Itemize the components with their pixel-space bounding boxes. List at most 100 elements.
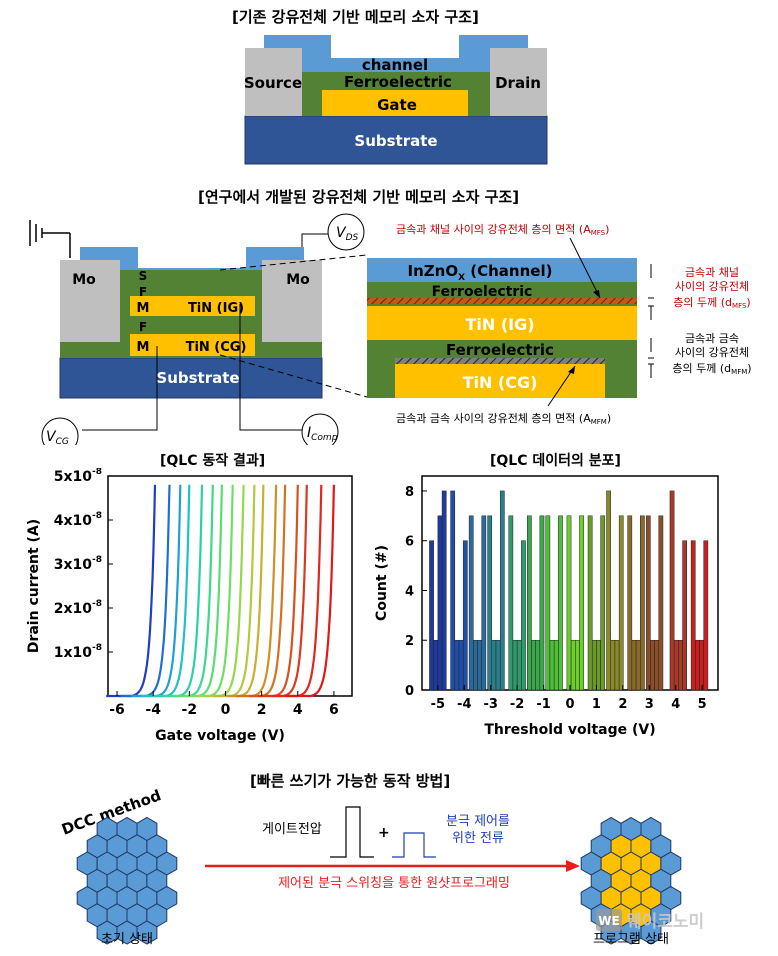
hex-cell [136, 920, 158, 945]
x-tick-label: 4 [671, 697, 680, 712]
icomp-label: IComp [307, 425, 338, 443]
distribution-bar [645, 515, 651, 691]
qlc-distribution-chart: -5 -4 -3 -2 -1 0 1 2 3 4 5 0 2 4 6 8 Threshold voltage (… [374, 475, 719, 738]
x-tick-label: 2 [257, 702, 267, 718]
distribution-bar [558, 515, 563, 691]
distribution-bar [627, 515, 633, 691]
distribution-bar [575, 639, 580, 691]
distribution-bar [579, 515, 584, 691]
tin-cg-label: TiN (CG) [186, 340, 247, 355]
initial-state-label: 초기 상태 [101, 932, 153, 947]
distribution-bar [508, 515, 514, 691]
watermark-icon-text: WE [598, 914, 619, 928]
distribution-bar [669, 490, 675, 691]
developed-device-diagram: Mo Mo S F M F M TiN (IG) TiN (CG) Substr… [29, 213, 752, 445]
y-tick-label: 5x10-8 [54, 468, 102, 485]
gate-layer [322, 90, 468, 116]
drain-block [490, 48, 547, 116]
plus-label: + [378, 825, 390, 841]
distribution-bar [487, 515, 493, 691]
x-tick-label: 2 [618, 697, 627, 712]
mo-left-label: Mo [72, 272, 96, 288]
y-tick-label: 2x10-8 [54, 599, 102, 617]
iv-curve [183, 484, 234, 698]
iv-curve [120, 484, 171, 698]
zoom-tin-ig-layer [367, 306, 637, 340]
annot-amfm-arrowhead [568, 366, 575, 374]
y-tick-label: 4 [405, 584, 414, 599]
section1-title: [기존 강유전체 기반 메모리 소자 구조] [232, 8, 479, 26]
distribution-bar [468, 515, 474, 691]
qlc-iv-chart: -6 -4 -2 0 2 4 6 1x10-8 2x10-8 3x10-8 4x10-8 5x10-8… [26, 468, 353, 744]
distribution-bar [650, 639, 655, 691]
x-axis-label: Threshold voltage (V) [484, 722, 655, 738]
annot-dmfs-1: 금속과 채널 [685, 266, 739, 279]
gate-pulse-icon [330, 806, 374, 858]
distribution-bar [610, 639, 616, 691]
tin-ig-label: TiN (IG) [188, 301, 244, 316]
distribution-bar [695, 639, 700, 691]
distribution-bar [658, 515, 664, 691]
annot-dmfm-2: 사이의 강유전체 [675, 346, 749, 359]
x-tick-label: 5 [698, 697, 707, 712]
x-tick-label: 3 [645, 697, 654, 712]
distribution-bar [512, 639, 518, 691]
current-pulse-icon [392, 832, 436, 858]
distribution-bar [531, 639, 536, 691]
mo-left-block [60, 260, 120, 342]
x-tick-label: -5 [431, 697, 445, 712]
x-tick-label: -2 [510, 697, 524, 712]
watermark: WE 웨이코노미 [596, 909, 704, 932]
f-label-1: F [139, 285, 147, 299]
distribution-bar [635, 639, 641, 691]
pol-label-1: 분극 제어를 [446, 814, 510, 829]
distribution-bar [450, 490, 456, 691]
x-tick-label: 0 [565, 697, 574, 712]
distribution-bar [703, 540, 709, 691]
distribution-bar [549, 639, 555, 691]
distribution-bar [462, 540, 468, 691]
drain-label: Drain [495, 74, 541, 92]
dmfs-bracket [648, 264, 654, 320]
distribution-bar [545, 515, 551, 691]
distribution-bar [495, 639, 501, 691]
annot-dmfs-2: 사이의 강유전체 [675, 280, 749, 293]
annot-amfm: 금속과 금속 사이의 강유전체 층의 면적 (AMFM) [396, 412, 611, 426]
distribution-bar [535, 639, 541, 691]
distribution-bar [682, 540, 688, 691]
distribution-bar [673, 639, 679, 691]
x-axis-label: Gate voltage (V) [155, 728, 285, 744]
x-tick-label: 4 [293, 702, 303, 718]
programmed-state-hexgrid [580, 816, 682, 945]
distribution-bar [596, 639, 601, 691]
zoom-line-top [219, 254, 368, 271]
x-tick-label: -4 [457, 697, 471, 712]
distribution-bar [618, 515, 624, 691]
icomp-terminal [301, 413, 339, 445]
mo-right-label: Mo [286, 272, 310, 288]
distribution-bar [516, 639, 522, 691]
ferroelectric-label: Ferroelectric [344, 73, 452, 91]
distribution-bar [454, 639, 460, 691]
channel-layer [264, 35, 528, 72]
annot-dmfm-1: 금속과 금속 [685, 332, 739, 345]
mo-right-block [262, 260, 322, 342]
s-label: S [139, 269, 148, 283]
distribution-bar [477, 639, 482, 691]
distribution-bar [437, 515, 443, 691]
distribution-bar [587, 515, 593, 691]
distribution-bar [539, 515, 545, 691]
x-tick-label: 6 [329, 702, 339, 718]
x-tick-label: -4 [145, 702, 161, 718]
conventional-device-diagram: channel Source Drain Ferroelectric Gate … [244, 35, 548, 165]
y-tick-label: 1x10-8 [54, 643, 102, 661]
iv-curve [285, 484, 335, 698]
x-tick-label: 1 [592, 697, 601, 712]
distribution-bar [429, 540, 434, 691]
substrate-label-2: Substrate [156, 369, 239, 387]
y-tick-label: 4x10-8 [54, 511, 102, 529]
distribution-bar [631, 639, 637, 691]
annot-amfs-pointer [569, 237, 601, 299]
distribution-bar [553, 639, 559, 691]
source-block [245, 48, 302, 116]
